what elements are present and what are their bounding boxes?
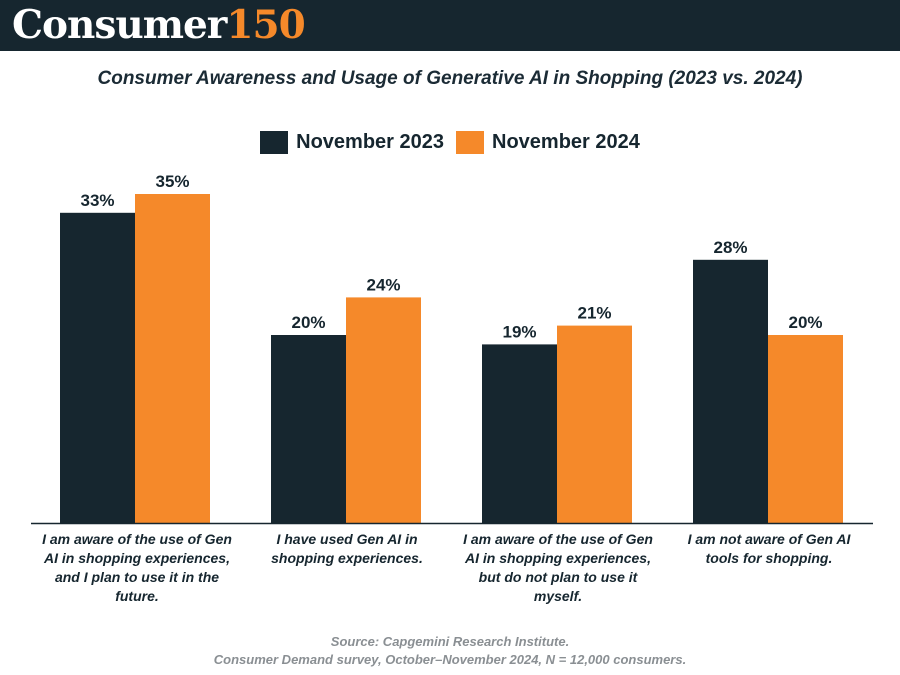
legend: November 2023 November 2024 (0, 131, 900, 154)
legend-swatch-2023 (260, 131, 289, 154)
data-label-2024-cat2: 24% (366, 275, 400, 294)
bar-2024-cat3 (557, 325, 632, 523)
data-label-2024-cat4: 20% (788, 313, 822, 332)
legend-swatch-2024 (456, 131, 484, 154)
data-label-2024-cat3: 21% (577, 304, 611, 323)
bar-2023-cat3 (482, 344, 557, 523)
legend-item-2024: November 2024 (456, 131, 640, 154)
legend-label-2024: November 2024 (492, 131, 640, 153)
category-label: I am aware of the use of Gen AI in shopp… (42, 531, 232, 604)
data-label-2023-cat1: 33% (80, 191, 114, 210)
data-label-2023-cat3: 19% (502, 322, 536, 341)
source-line-1: Source: Capgemini Research Institute. (330, 634, 570, 649)
category-label: I have used Gen AI in shopping experienc… (271, 531, 423, 566)
brand-logo-word: Consumer (12, 2, 227, 48)
bar-chart: 33% 35% 20% 24% 19% 21% 28% 20% (31, 172, 873, 525)
bar-2024-cat2 (346, 297, 421, 523)
brand-logo-number: 150 (226, 2, 305, 48)
source-line-2: Consumer Demand survey, October–November… (213, 652, 687, 667)
source-note: Source: Capgemini Research Institute. Co… (0, 633, 900, 669)
data-label-2024-cat1: 35% (155, 172, 189, 191)
bar-2023-cat4 (693, 259, 768, 523)
legend-item-2023: November 2023 (260, 131, 444, 154)
brand-logo: Consumer150 (12, 2, 306, 48)
bar-2024-cat4 (768, 335, 843, 523)
bar-2023-cat2 (271, 335, 346, 523)
category-label: I am aware of the use of Gen AI in shopp… (463, 531, 653, 604)
category-label: I am not aware of Gen AI tools for shopp… (687, 531, 851, 566)
header-bar: Consumer150 (0, 0, 900, 51)
data-label-2023-cat4: 28% (713, 238, 747, 257)
data-label-2023-cat2: 20% (291, 313, 325, 332)
bar-2023-cat1 (60, 212, 135, 524)
legend-label-2023: November 2023 (296, 131, 444, 153)
chart-title: Consumer Awareness and Usage of Generati… (97, 68, 803, 89)
bar-2024-cat1 (135, 194, 210, 523)
